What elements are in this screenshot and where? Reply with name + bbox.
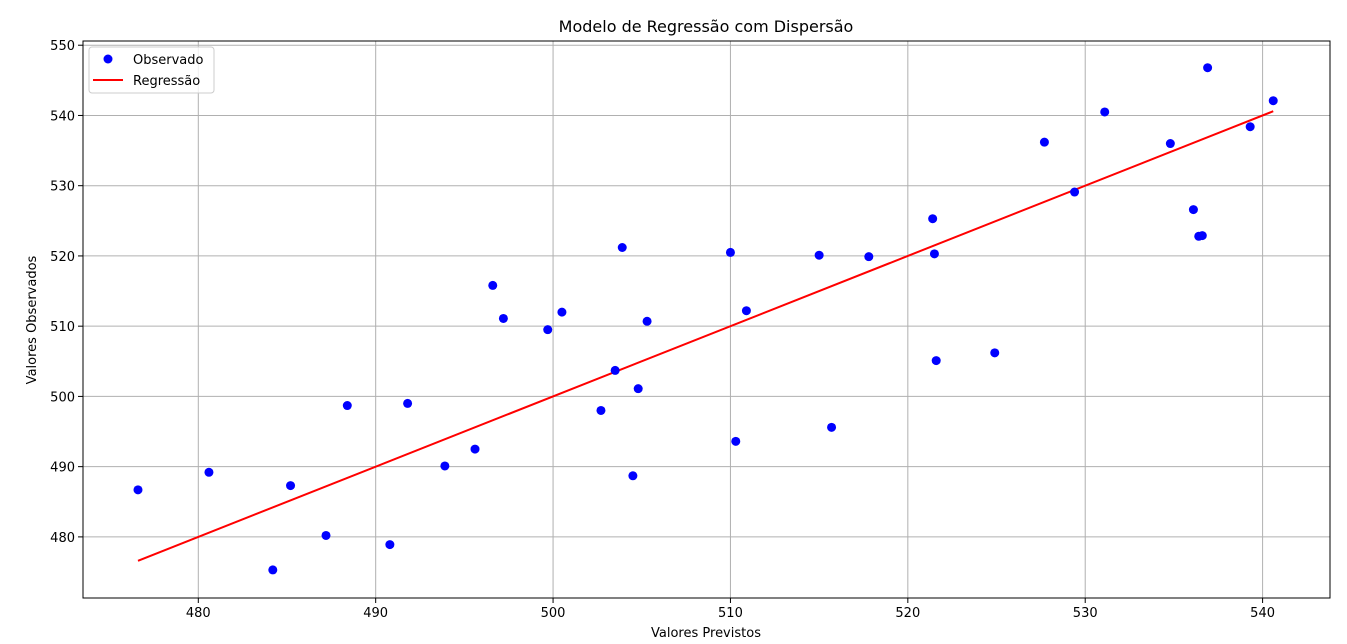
data-point (990, 348, 1000, 358)
data-point (1070, 187, 1080, 197)
legend-label-regressao: Regressão (133, 74, 200, 89)
data-point (286, 481, 296, 491)
data-point (628, 471, 638, 481)
data-point (1197, 231, 1207, 241)
x-tick-label: 490 (363, 606, 388, 621)
regression-line (137, 110, 1274, 562)
plot-frame (82, 40, 1331, 599)
data-point (814, 250, 824, 260)
data-point (864, 252, 874, 262)
data-point (596, 405, 606, 415)
data-point (321, 530, 331, 540)
data-point (385, 540, 395, 550)
x-tick-label: 520 (895, 606, 920, 621)
x-tick-label: 480 (186, 606, 211, 621)
data-point (1268, 96, 1278, 106)
y-tick-label: 500 (50, 390, 75, 405)
grid (83, 41, 1330, 598)
data-point (557, 307, 567, 317)
data-point (633, 384, 643, 394)
scatter-points (133, 63, 1278, 575)
data-point (610, 365, 620, 375)
y-tick-label: 540 (50, 109, 75, 124)
data-point (725, 247, 735, 257)
data-point (929, 249, 939, 259)
y-axis-title: Valores Observados (25, 255, 40, 384)
data-point (1203, 63, 1213, 73)
data-point (741, 306, 751, 316)
legend: Observado Regressão (88, 46, 215, 94)
data-point (931, 356, 941, 366)
legend-label-observado: Observado (133, 53, 204, 68)
x-tick-label: 500 (541, 606, 566, 621)
data-point (133, 485, 143, 495)
data-point (617, 243, 627, 253)
y-tick-label: 510 (50, 320, 75, 335)
y-tick-label: 520 (50, 250, 75, 265)
data-point (268, 565, 278, 575)
x-axis-title: Valores Previstos (651, 626, 761, 641)
data-point (342, 401, 352, 411)
legend-box (88, 46, 215, 94)
data-point (827, 422, 837, 432)
y-tick-label: 530 (50, 180, 75, 195)
data-point (403, 398, 413, 408)
data-point (488, 280, 498, 290)
data-point (1039, 137, 1049, 147)
legend-marker-observado (103, 54, 113, 64)
data-point (1165, 139, 1175, 149)
y-axis-ticks: 480 490 500 510 520 530 540 550 (50, 39, 83, 546)
data-point (498, 313, 508, 323)
regression-line-group (137, 110, 1274, 562)
data-point (204, 467, 214, 477)
data-point (642, 316, 652, 326)
data-point (543, 325, 553, 335)
y-tick-label: 480 (50, 531, 75, 546)
x-tick-label: 540 (1250, 606, 1275, 621)
y-tick-label: 490 (50, 461, 75, 476)
chart-title: Modelo de Regressão com Dispersão (559, 17, 854, 36)
x-axis-ticks: 480 490 500 510 520 530 540 (186, 598, 1275, 621)
x-tick-label: 530 (1073, 606, 1098, 621)
data-point (470, 444, 480, 454)
y-tick-label: 550 (50, 39, 75, 54)
data-point (440, 461, 450, 471)
data-point (928, 214, 938, 224)
data-point (1245, 122, 1255, 132)
data-point (1188, 205, 1198, 215)
data-point (731, 436, 741, 446)
data-point (1100, 107, 1110, 117)
x-tick-label: 510 (718, 606, 743, 621)
